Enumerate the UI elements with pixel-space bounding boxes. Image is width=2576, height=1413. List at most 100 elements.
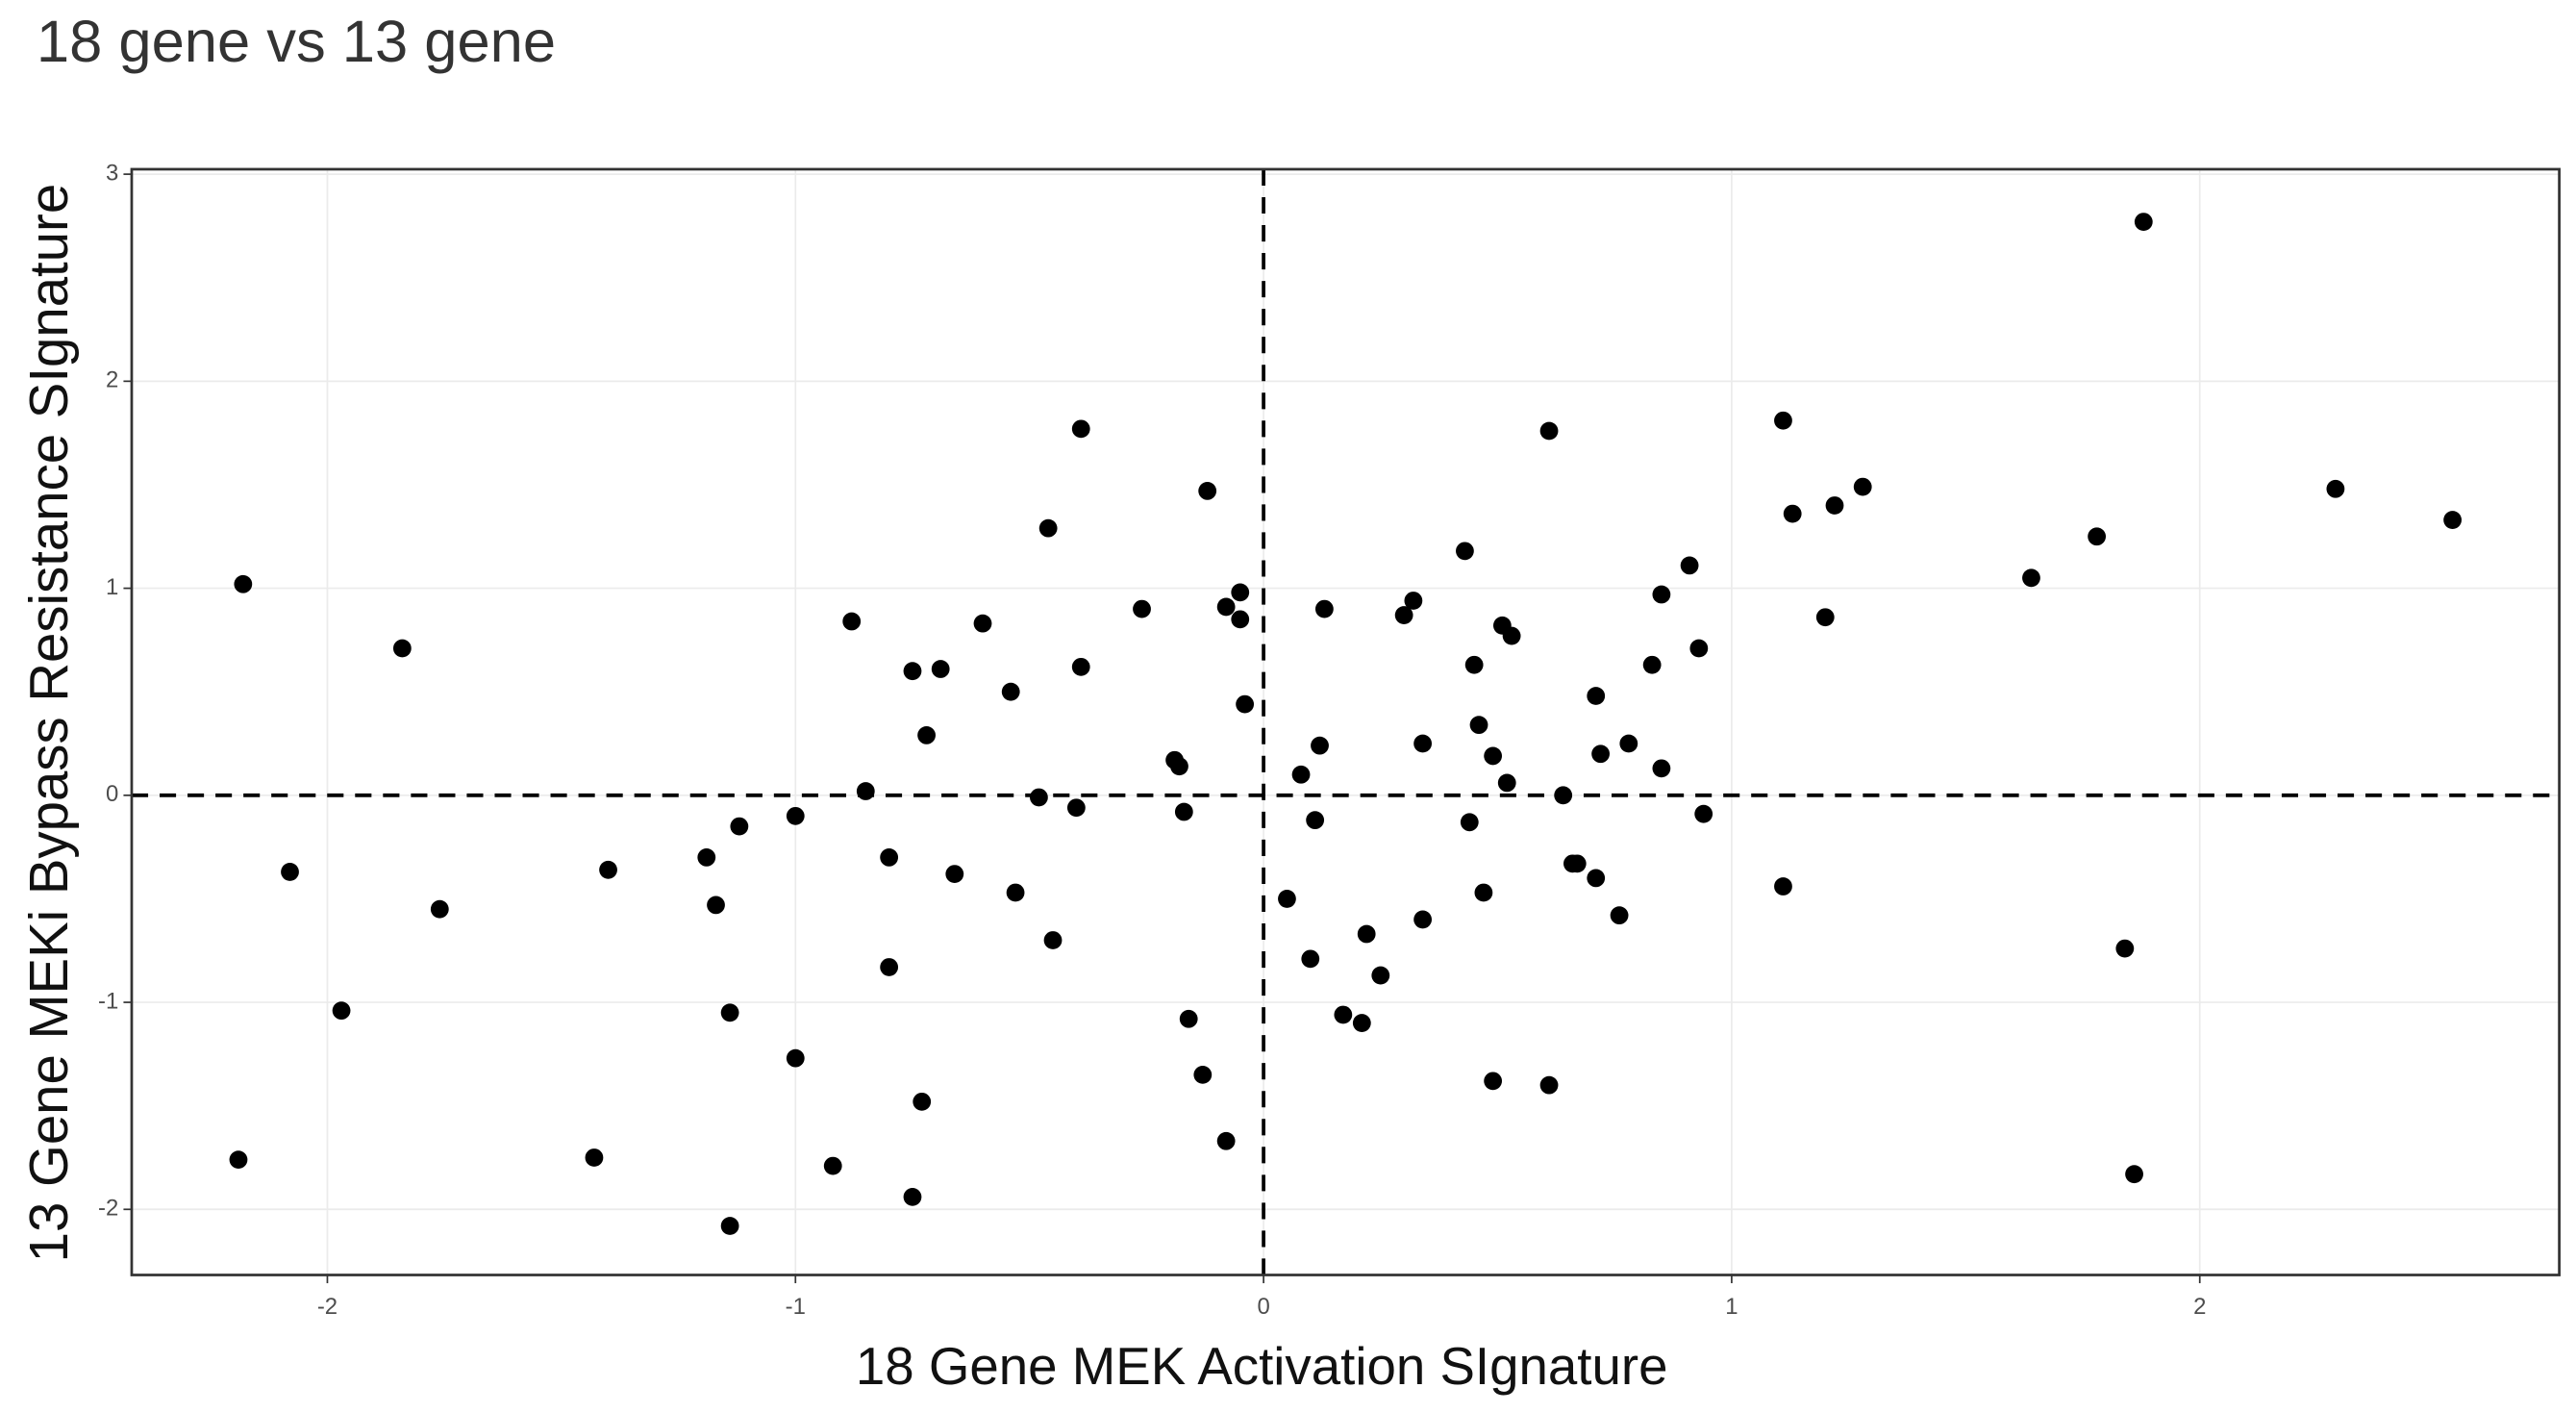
data-point <box>856 782 875 800</box>
data-point <box>1680 556 1699 575</box>
data-point <box>1464 655 1484 674</box>
data-point <box>1502 626 1521 645</box>
data-point <box>720 1217 739 1235</box>
data-point <box>945 865 964 883</box>
data-point <box>1071 657 1090 676</box>
data-point <box>229 1150 248 1170</box>
data-point <box>1567 854 1587 873</box>
data-point <box>707 896 725 915</box>
x-tick-label: -1 <box>786 1294 806 1320</box>
data-point <box>1198 482 1217 500</box>
data-point <box>281 863 299 881</box>
data-point <box>1193 1065 1213 1084</box>
data-point <box>1774 411 1792 430</box>
data-point <box>1404 592 1423 610</box>
data-point <box>842 612 862 631</box>
data-point <box>1484 746 1503 766</box>
data-point <box>1394 606 1413 624</box>
data-point <box>1774 877 1792 896</box>
data-point <box>1591 744 1610 764</box>
data-point <box>1371 966 1390 985</box>
data-point <box>786 806 805 825</box>
data-point <box>1231 610 1250 629</box>
y-tick-label: 3 <box>106 160 118 186</box>
data-point <box>913 1092 932 1111</box>
data-point <box>2443 511 2463 529</box>
data-point <box>1484 1072 1503 1091</box>
data-point <box>1783 504 1802 523</box>
data-point <box>1554 786 1573 805</box>
data-point <box>234 574 253 593</box>
data-point <box>730 817 749 836</box>
data-point <box>1853 477 1872 496</box>
data-point <box>1642 655 1662 674</box>
data-point <box>1278 890 1296 908</box>
data-point <box>1006 883 1025 902</box>
data-point <box>1815 608 1835 627</box>
data-point <box>599 860 617 879</box>
data-point <box>2088 527 2107 546</box>
data-point <box>697 847 716 867</box>
data-point <box>430 899 449 919</box>
data-point <box>1030 788 1048 807</box>
y-tick-label: -1 <box>98 988 118 1014</box>
data-point <box>1469 716 1488 735</box>
data-point <box>2115 939 2135 958</box>
data-point <box>1066 798 1086 818</box>
data-point <box>2022 568 2040 588</box>
y-tick-label: 0 <box>106 781 118 807</box>
data-point <box>1170 757 1188 776</box>
y-tick-label: 1 <box>106 574 118 600</box>
data-point <box>1334 1005 1353 1024</box>
y-axis-label: 13 Gene MEKi Bypass Resistance SIgnature <box>18 184 79 1263</box>
data-point <box>1587 869 1606 888</box>
x-tick-label: 1 <box>1725 1294 1738 1320</box>
data-point <box>1694 804 1713 823</box>
data-point <box>1413 910 1433 929</box>
data-point <box>786 1048 805 1068</box>
data-point <box>1652 759 1671 778</box>
data-point <box>931 660 950 678</box>
data-point <box>1539 421 1559 441</box>
data-point <box>1652 585 1671 604</box>
data-point <box>332 1001 351 1021</box>
data-point <box>1001 682 1020 701</box>
x-tick-label: 2 <box>2193 1294 2206 1320</box>
data-point <box>1314 599 1334 618</box>
data-point <box>1610 906 1629 925</box>
y-tick-label: 2 <box>106 367 118 393</box>
data-point <box>1216 1131 1236 1150</box>
data-point <box>1825 496 1844 515</box>
data-point <box>917 726 936 744</box>
plot-area: -2 -1 0 1 2 -2 -1 0 1 2 3 <box>98 160 2561 1320</box>
data-point <box>1587 687 1606 705</box>
y-tick-label: -2 <box>98 1196 118 1222</box>
chart-title: 18 gene vs 13 gene <box>37 9 556 75</box>
data-point <box>1474 883 1493 902</box>
data-point <box>1539 1075 1559 1095</box>
data-point <box>2326 479 2345 498</box>
x-tick-label: -2 <box>317 1294 338 1320</box>
data-point <box>1301 949 1320 969</box>
data-point <box>880 958 899 976</box>
data-point <box>1133 599 1151 618</box>
data-point <box>1456 542 1474 561</box>
data-point <box>973 614 992 633</box>
x-axis-label: 18 Gene MEK Activation SIgnature <box>856 1337 1668 1396</box>
data-point <box>1231 583 1250 602</box>
data-point <box>1357 924 1376 944</box>
data-point <box>1038 518 1058 538</box>
data-point <box>1216 597 1236 617</box>
data-point <box>1236 694 1255 714</box>
data-point <box>1043 931 1063 949</box>
data-point <box>1306 811 1325 830</box>
data-point <box>1460 813 1479 832</box>
data-point <box>1689 639 1709 658</box>
data-point <box>903 662 922 681</box>
data-point <box>1619 734 1638 753</box>
x-tick-label: 0 <box>1257 1294 1269 1320</box>
data-point <box>1352 1014 1371 1032</box>
data-point <box>585 1148 604 1167</box>
